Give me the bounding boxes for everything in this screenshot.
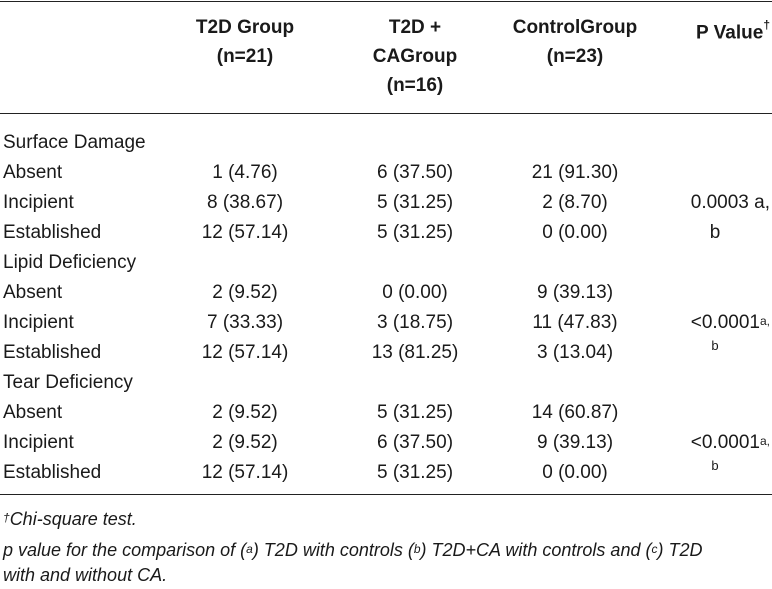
header-control-line1: ControlGroup bbox=[512, 17, 638, 38]
cell-control: 11 (47.83) bbox=[532, 312, 618, 333]
footnote-sup-b: b bbox=[413, 542, 421, 556]
cell-t2d: 12 (57.14) bbox=[201, 222, 289, 243]
p-value-surface-line1: 0.0003 a, bbox=[690, 192, 770, 213]
p-value-tear-superscript: a, bbox=[759, 434, 770, 448]
cell-t2dca: 13 (81.25) bbox=[371, 342, 459, 363]
header-t2dca-line1: T2D + bbox=[388, 17, 442, 38]
header-p-value: P Value† bbox=[668, 13, 770, 47]
row-label: Incipient bbox=[3, 432, 74, 453]
table-bottom-rule bbox=[0, 494, 772, 495]
cell-t2dca: 6 (37.50) bbox=[376, 432, 454, 453]
cell-t2dca: 5 (31.25) bbox=[376, 462, 454, 483]
cell-t2dca: 6 (37.50) bbox=[376, 162, 454, 183]
row-label: Established bbox=[3, 222, 102, 243]
cell-t2dca: 3 (18.75) bbox=[376, 312, 454, 333]
cell-t2d: 7 (33.33) bbox=[206, 312, 284, 333]
row-label: Absent bbox=[3, 162, 63, 183]
footnote-sup-c: c bbox=[651, 542, 658, 556]
cell-t2d: 2 (9.52) bbox=[212, 432, 278, 453]
cell-t2d: 12 (57.14) bbox=[201, 342, 289, 363]
header-p-value-label: P Value bbox=[696, 22, 764, 44]
p-value-lipid-line1: <0.0001a, bbox=[672, 308, 770, 339]
cell-t2d: 12 (57.14) bbox=[201, 462, 289, 483]
footnote-text: ) T2D with controls ( bbox=[252, 540, 414, 560]
footnote-p-value-line1: p value for the comparison of (a) T2D wi… bbox=[3, 536, 702, 566]
footnote-dagger: †Chi-square test. bbox=[3, 505, 137, 535]
cell-t2dca: 5 (31.25) bbox=[376, 222, 454, 243]
header-t2dca-line3: (n=16) bbox=[386, 75, 444, 96]
footnote-p-value-line2: with and without CA. bbox=[3, 565, 168, 585]
table-top-rule bbox=[0, 1, 772, 2]
cell-control: 9 (39.13) bbox=[536, 432, 614, 453]
footnote-dagger-text: Chi-square test. bbox=[9, 509, 137, 529]
footnote-text: ) T2D bbox=[657, 540, 703, 560]
cell-t2dca: 0 (0.00) bbox=[382, 282, 448, 303]
section-title-surface-damage: Surface Damage bbox=[3, 132, 146, 153]
header-t2d-group: T2D Group (n=21) bbox=[160, 13, 330, 71]
cell-t2d: 8 (38.67) bbox=[206, 192, 284, 213]
header-t2dca-line2: CAGroup bbox=[372, 46, 458, 67]
cell-t2d: 2 (9.52) bbox=[212, 402, 278, 423]
row-label: Established bbox=[3, 462, 102, 483]
row-label: Absent bbox=[3, 402, 63, 423]
row-label: Incipient bbox=[3, 312, 74, 333]
row-label: Established bbox=[3, 342, 102, 363]
cell-control: 9 (39.13) bbox=[536, 282, 614, 303]
cell-t2d: 2 (9.52) bbox=[212, 282, 278, 303]
cell-t2d: 1 (4.76) bbox=[212, 162, 278, 183]
header-dagger-mark: † bbox=[763, 18, 770, 32]
row-label: Incipient bbox=[3, 192, 74, 213]
header-control-group: ControlGroup (n=23) bbox=[490, 13, 660, 71]
cell-t2dca: 5 (31.25) bbox=[376, 192, 454, 213]
cell-control: 21 (91.30) bbox=[531, 162, 619, 183]
p-value-lipid-superscript: a, bbox=[759, 314, 770, 328]
p-value-lipid-number: <0.0001 bbox=[690, 312, 760, 333]
p-value-lipid-line2: b bbox=[711, 338, 719, 353]
table-header-rule bbox=[0, 113, 772, 114]
footnote-text: p value for the comparison of ( bbox=[3, 540, 247, 560]
p-value-surface-line2: b bbox=[709, 222, 721, 243]
cell-t2dca: 5 (31.25) bbox=[376, 402, 454, 423]
header-t2d-ca-group: T2D + CAGroup (n=16) bbox=[330, 13, 500, 100]
cell-control: 2 (8.70) bbox=[542, 192, 608, 213]
cell-control: 3 (13.04) bbox=[536, 342, 614, 363]
header-t2d-line2: (n=21) bbox=[216, 46, 274, 67]
section-title-lipid-deficiency: Lipid Deficiency bbox=[3, 252, 137, 273]
cell-control: 0 (0.00) bbox=[542, 222, 608, 243]
header-t2d-line1: T2D Group bbox=[195, 17, 295, 38]
p-value-tear-line1: <0.0001a, bbox=[672, 428, 770, 459]
footnote-sup-a: a bbox=[246, 542, 253, 556]
cell-control: 0 (0.00) bbox=[542, 462, 608, 483]
footnote-dagger-mark: † bbox=[3, 511, 10, 525]
section-title-tear-deficiency: Tear Deficiency bbox=[3, 372, 133, 393]
cell-control: 14 (60.87) bbox=[531, 402, 619, 423]
header-control-line2: (n=23) bbox=[546, 46, 604, 67]
row-label: Absent bbox=[3, 282, 63, 303]
p-value-tear-number: <0.0001 bbox=[690, 432, 760, 453]
footnote-text: ) T2D+CA with controls and ( bbox=[420, 540, 652, 560]
p-value-tear-line2: b bbox=[711, 458, 719, 473]
